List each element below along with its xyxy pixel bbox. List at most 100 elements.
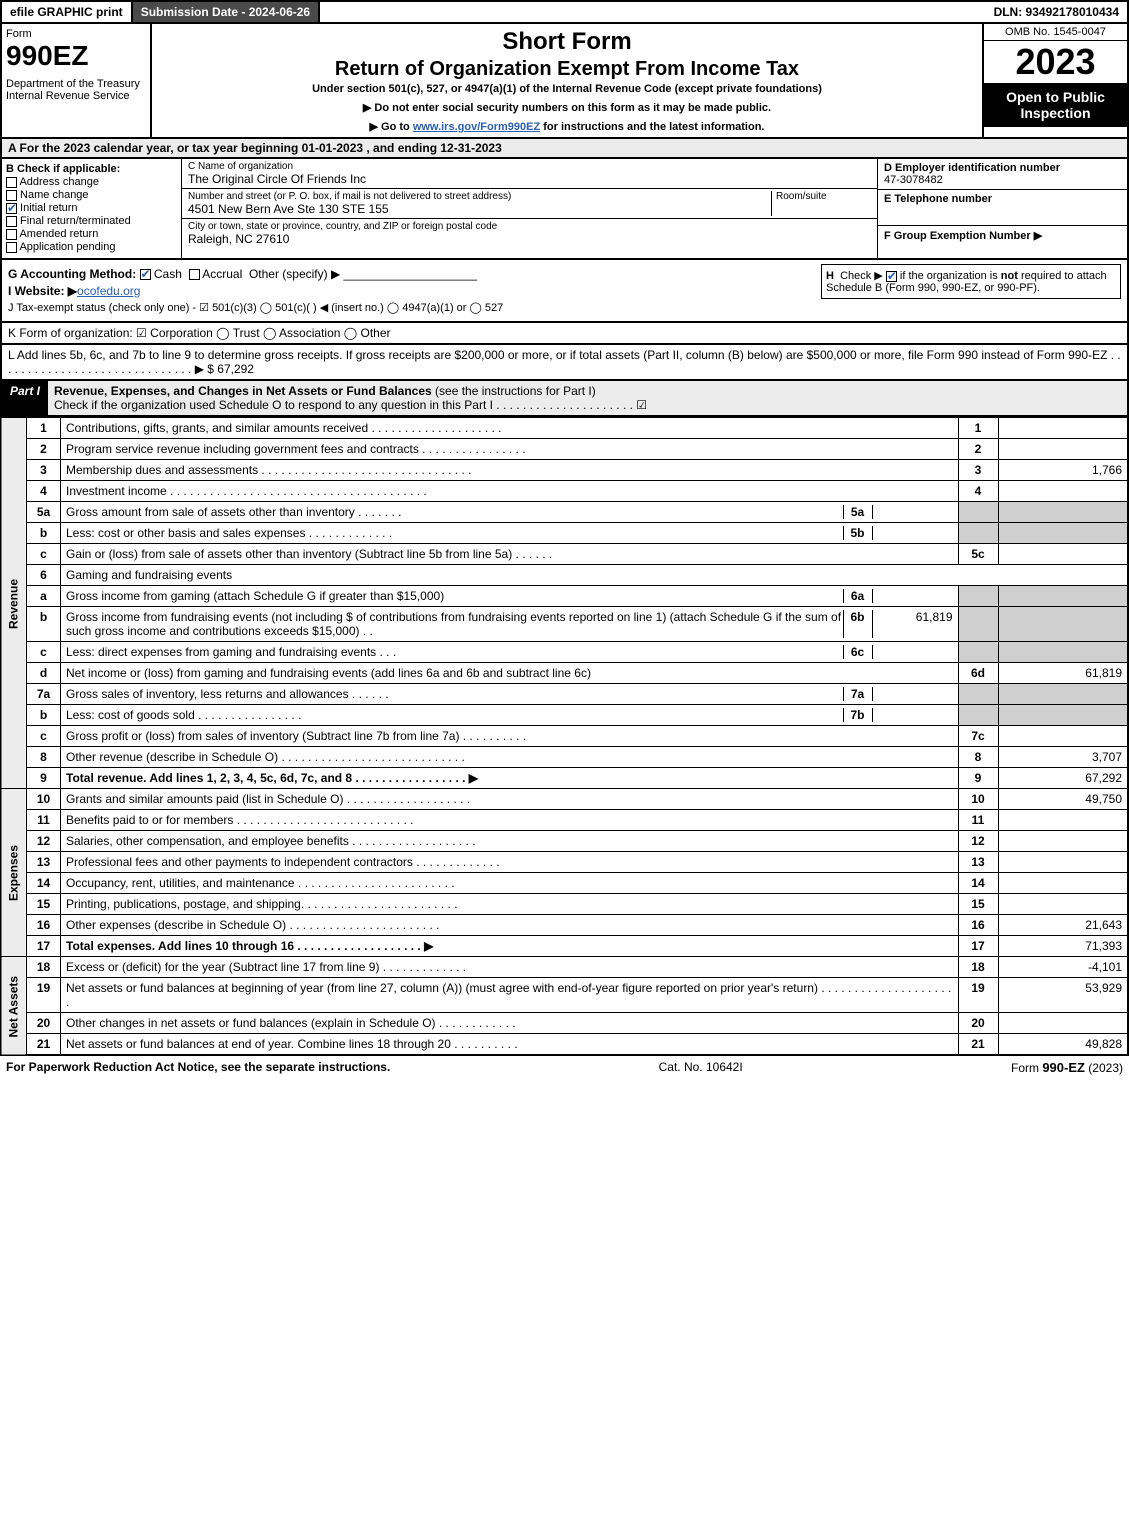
b-item-2: Initial return (6, 202, 177, 214)
h-checkbox[interactable] (886, 271, 897, 282)
footer-right: Form 990-EZ (2023) (1011, 1060, 1123, 1075)
goto-line: ▶ Go to www.irs.gov/Form990EZ for instru… (160, 120, 974, 133)
box-num: 20 (958, 1013, 998, 1034)
row-5c: cGain or (loss) from sale of assets othe… (1, 544, 1128, 565)
g-accrual-check[interactable] (189, 269, 200, 280)
row-7a: 7aGross sales of inventory, less returns… (1, 684, 1128, 705)
title-short-form: Short Form (160, 28, 974, 56)
line-desc: Total revenue. Add lines 1, 2, 3, 4, 5c,… (61, 768, 959, 789)
row-6a: aGross income from gaming (attach Schedu… (1, 586, 1128, 607)
row-2: 2Program service revenue including gover… (1, 439, 1128, 460)
row-13: 13Professional fees and other payments t… (1, 852, 1128, 873)
line-num: c (27, 544, 61, 565)
row-5b: bLess: cost or other basis and sales exp… (1, 523, 1128, 544)
g-cash: Cash (154, 267, 182, 281)
amount (998, 873, 1128, 894)
line-a: A For the 2023 calendar year, or tax yea… (0, 139, 1129, 159)
side-Revenue: Revenue (1, 418, 27, 789)
line-desc: Total expenses. Add lines 10 through 16 … (61, 936, 959, 957)
row-1: Revenue1Contributions, gifts, grants, an… (1, 418, 1128, 439)
goto-prefix: ▶ Go to (370, 121, 413, 133)
efile-print-button[interactable]: efile GRAPHIC print (2, 2, 133, 22)
row-11: 11Benefits paid to or for members . . . … (1, 810, 1128, 831)
box-num: 16 (958, 915, 998, 936)
info-grid: B Check if applicable: Address change Na… (0, 159, 1129, 260)
amount: 67,292 (998, 768, 1128, 789)
line-desc: Salaries, other compensation, and employ… (61, 831, 959, 852)
title-return: Return of Organization Exempt From Incom… (160, 58, 974, 81)
part1-check: Check if the organization used Schedule … (54, 398, 647, 412)
amount: 53,929 (998, 978, 1128, 1013)
header-right: OMB No. 1545-0047 2023 Open to Public In… (982, 24, 1127, 137)
box-num: 2 (958, 439, 998, 460)
row-8: 8Other revenue (describe in Schedule O) … (1, 747, 1128, 768)
line-num: 17 (27, 936, 61, 957)
line-num: 6 (27, 565, 61, 586)
line-num: a (27, 586, 61, 607)
b-check-2[interactable] (6, 203, 17, 214)
line-num: 20 (27, 1013, 61, 1034)
row-20: 20Other changes in net assets or fund ba… (1, 1013, 1128, 1034)
dln: DLN: 93492178010434 (986, 2, 1127, 22)
goto-suffix: for instructions and the latest informat… (540, 121, 764, 133)
line-num: 8 (27, 747, 61, 768)
b-item-1: Name change (6, 189, 177, 201)
box-num: 12 (958, 831, 998, 852)
box-num: 5c (958, 544, 998, 565)
row-7c: cGross profit or (loss) from sales of in… (1, 726, 1128, 747)
line-desc: Net assets or fund balances at end of ye… (61, 1034, 959, 1056)
warning-ssn: ▶ Do not enter social security numbers o… (160, 101, 974, 114)
amount (998, 544, 1128, 565)
line-desc: Less: direct expenses from gaming and fu… (61, 642, 959, 663)
line-num: 4 (27, 481, 61, 502)
submission-date: Submission Date - 2024-06-26 (133, 2, 320, 22)
line-desc: Investment income . . . . . . . . . . . … (61, 481, 959, 502)
line-num: 3 (27, 460, 61, 481)
b-check-3[interactable] (6, 216, 17, 227)
amount: -4,101 (998, 957, 1128, 978)
b-check-5[interactable] (6, 242, 17, 253)
row-15: 15Printing, publications, postage, and s… (1, 894, 1128, 915)
g-cash-check[interactable] (140, 269, 151, 280)
line-desc: Grants and similar amounts paid (list in… (61, 789, 959, 810)
website-link[interactable]: ocofedu.org (77, 284, 140, 298)
amount (998, 1013, 1128, 1034)
subtitle: Under section 501(c), 527, or 4947(a)(1)… (160, 83, 974, 95)
col-def: D Employer identification number 47-3078… (877, 159, 1127, 258)
row-12: 12Salaries, other compensation, and empl… (1, 831, 1128, 852)
line-num: 21 (27, 1034, 61, 1056)
row-7b: bLess: cost of goods sold . . . . . . . … (1, 705, 1128, 726)
g-label: G Accounting Method: (8, 267, 136, 281)
b-check-1[interactable] (6, 190, 17, 201)
amount (998, 894, 1128, 915)
box-num: 6d (958, 663, 998, 684)
amount (998, 852, 1128, 873)
row-19: 19Net assets or fund balances at beginni… (1, 978, 1128, 1013)
box-num: 8 (958, 747, 998, 768)
line-desc: Gross amount from sale of assets other t… (61, 502, 959, 523)
b-item-5: Application pending (6, 241, 177, 253)
row-21: 21Net assets or fund balances at end of … (1, 1034, 1128, 1056)
line-num: 10 (27, 789, 61, 810)
box-num: 17 (958, 936, 998, 957)
line-num: b (27, 523, 61, 544)
row-4: 4Investment income . . . . . . . . . . .… (1, 481, 1128, 502)
line-k: K Form of organization: ☑ Corporation ◯ … (0, 323, 1129, 345)
b-check-4[interactable] (6, 229, 17, 240)
irs-link[interactable]: www.irs.gov/Form990EZ (413, 121, 540, 133)
amount (998, 481, 1128, 502)
b-check-0[interactable] (6, 177, 17, 188)
box-num: 11 (958, 810, 998, 831)
line-desc: Gross profit or (loss) from sales of inv… (61, 726, 959, 747)
line-desc: Net assets or fund balances at beginning… (61, 978, 959, 1013)
amount (998, 810, 1128, 831)
g-other: Other (specify) ▶ (249, 267, 340, 281)
line-desc: Professional fees and other payments to … (61, 852, 959, 873)
c-city-label: City or town, state or province, country… (188, 221, 871, 232)
line-num: 19 (27, 978, 61, 1013)
box-num: 7c (958, 726, 998, 747)
box-num: 4 (958, 481, 998, 502)
row-9: 9Total revenue. Add lines 1, 2, 3, 4, 5c… (1, 768, 1128, 789)
ein-value: 47-3078482 (884, 174, 943, 186)
box-num: 18 (958, 957, 998, 978)
